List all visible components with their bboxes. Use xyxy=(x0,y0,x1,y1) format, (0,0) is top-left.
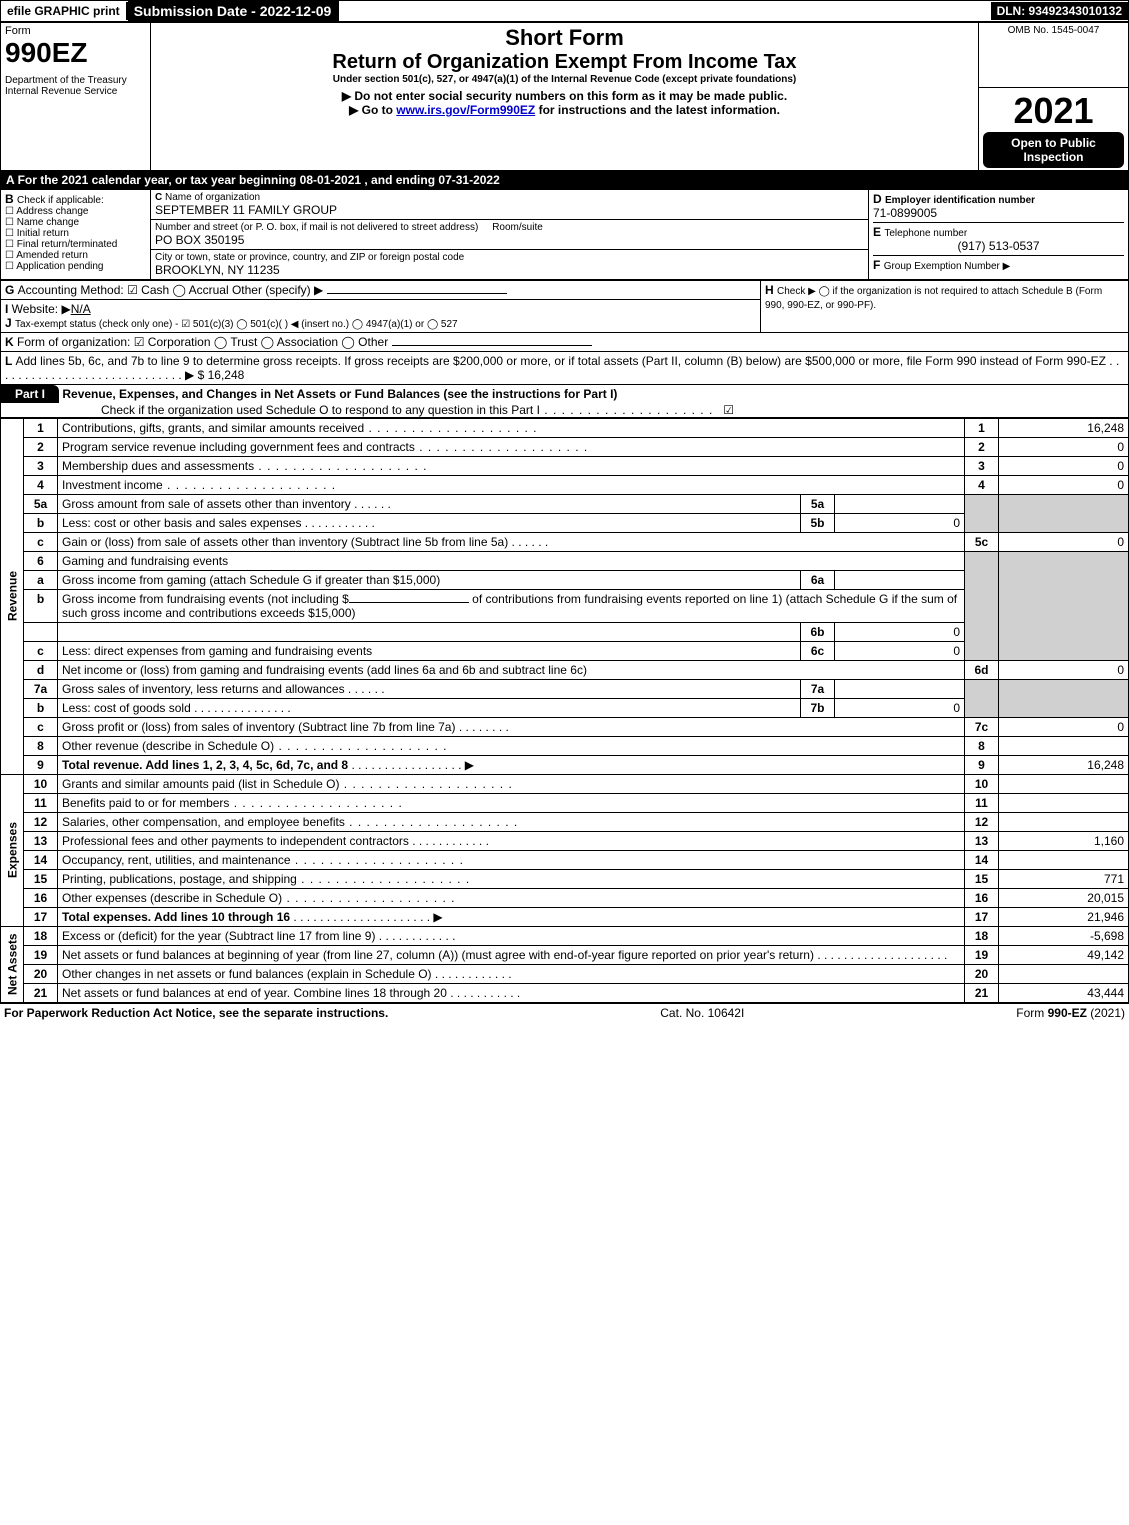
line-A: A For the 2021 calendar year, or tax yea… xyxy=(0,171,1129,189)
line-J: Tax-exempt status (check only one) - ☑ 5… xyxy=(15,319,458,330)
dept: Department of the Treasury Internal Reve… xyxy=(5,75,146,97)
omb: OMB No. 1545-0047 xyxy=(983,25,1124,36)
side-expenses: Expenses xyxy=(1,774,24,926)
I-label: Website: ▶ xyxy=(12,302,71,316)
chk-initial[interactable]: Initial return xyxy=(5,228,146,239)
F-label: Group Exemption Number ▶ xyxy=(884,261,1011,272)
efile-link[interactable]: efile GRAPHIC print xyxy=(1,2,128,20)
street-label: Number and street (or P. O. box, if mail… xyxy=(155,222,864,233)
chk-address[interactable]: Address change xyxy=(5,206,146,217)
line-G: Accounting Method: ☑ Cash ◯ Accrual Othe… xyxy=(18,283,324,297)
footer: For Paperwork Reduction Act Notice, see … xyxy=(0,1003,1129,1022)
top-bar: efile GRAPHIC print Submission Date - 20… xyxy=(0,0,1129,22)
chk-final[interactable]: Final return/terminated xyxy=(5,239,146,250)
city-label: City or town, state or province, country… xyxy=(155,252,864,263)
phone: (917) 513-0537 xyxy=(873,239,1124,253)
submission-date: Submission Date - 2022-12-09 xyxy=(128,1,340,21)
form-word: Form xyxy=(5,25,146,37)
street: PO BOX 350195 xyxy=(155,233,864,247)
city: BROOKLYN, NY 11235 xyxy=(155,263,864,277)
C-label: Name of organization xyxy=(165,192,260,203)
lines-table: Revenue 1Contributions, gifts, grants, a… xyxy=(0,418,1129,1003)
v1: 16,248 xyxy=(999,418,1129,437)
side-net: Net Assets xyxy=(1,926,24,1002)
irs-link[interactable]: www.irs.gov/Form990EZ xyxy=(396,103,535,117)
title: Return of Organization Exempt From Incom… xyxy=(155,51,974,74)
B-label: Check if applicable: xyxy=(17,195,104,206)
note2: ▶ Go to www.irs.gov/Form990EZ for instru… xyxy=(155,103,974,117)
D-label: Employer identification number xyxy=(885,195,1035,206)
short-form: Short Form xyxy=(155,25,974,51)
inspection: Open to Public Inspection xyxy=(983,132,1124,168)
header-table: Form 990EZ Department of the Treasury In… xyxy=(0,22,1129,171)
org-name: SEPTEMBER 11 FAMILY GROUP xyxy=(155,203,864,217)
form-number: 990EZ xyxy=(5,37,146,69)
line-L: L Add lines 5b, 6c, and 7b to line 9 to … xyxy=(0,352,1129,385)
part1-tab: Part I xyxy=(1,385,59,403)
E-label: Telephone number xyxy=(884,228,967,239)
line-H: Check ▶ ◯ if the organization is not req… xyxy=(765,286,1102,311)
website: N/A xyxy=(71,302,91,316)
chk-amended[interactable]: Amended return xyxy=(5,250,146,261)
chk-name[interactable]: Name change xyxy=(5,217,146,228)
part1-check: Check if the organization used Schedule … xyxy=(101,403,540,417)
subtitle: Under section 501(c), 527, or 4947(a)(1)… xyxy=(155,74,974,85)
ghij: G Accounting Method: ☑ Cash ◯ Accrual Ot… xyxy=(0,280,1129,333)
line-K: K Form of organization: ☑ Corporation ◯ … xyxy=(0,333,1129,352)
tax-year: 2021 xyxy=(983,90,1124,132)
bf-block: B Check if applicable: Address change Na… xyxy=(0,189,1129,280)
dln: DLN: 93492343010132 xyxy=(991,2,1128,20)
ein: 71-0899005 xyxy=(873,206,1124,220)
side-revenue: Revenue xyxy=(1,418,24,774)
note1: ▶ Do not enter social security numbers o… xyxy=(155,89,974,103)
chk-pending[interactable]: Application pending xyxy=(5,261,146,272)
part1-header: Part I Revenue, Expenses, and Changes in… xyxy=(0,385,1129,418)
